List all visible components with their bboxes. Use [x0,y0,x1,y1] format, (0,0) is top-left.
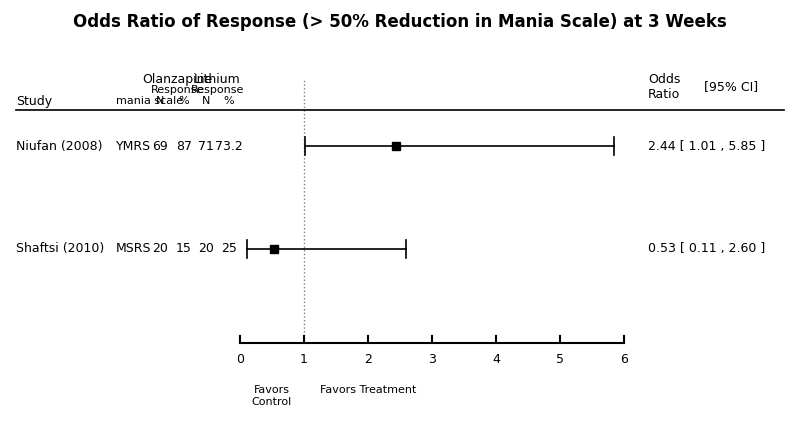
Text: [95% CI]: [95% CI] [704,80,758,93]
Text: Odds Ratio of Response (> 50% Reduction in Mania Scale) at 3 Weeks: Odds Ratio of Response (> 50% Reduction … [73,13,727,31]
Text: 4: 4 [492,352,500,366]
Text: 71: 71 [198,140,214,153]
Text: Favors
Control: Favors Control [252,385,292,407]
Text: Lithium: Lithium [194,73,241,86]
Text: Response: Response [151,85,204,95]
Text: Study: Study [16,95,52,108]
Text: Favors Treatment: Favors Treatment [320,385,416,395]
Text: 1: 1 [300,352,308,366]
Text: %: % [223,96,234,106]
Text: MSRS: MSRS [116,242,151,255]
Text: Odds
Ratio: Odds Ratio [648,73,680,101]
Text: mania scale: mania scale [116,96,183,106]
Text: 5: 5 [556,352,564,366]
Text: 15: 15 [176,242,192,255]
Text: Olanzapine: Olanzapine [142,73,213,86]
Text: Niufan (2008): Niufan (2008) [16,140,102,153]
Text: 3: 3 [428,352,436,366]
Text: 69: 69 [152,140,168,153]
Text: YMRS: YMRS [116,140,151,153]
Text: %: % [178,96,190,106]
Text: 20: 20 [152,242,168,255]
Text: N: N [202,96,210,106]
Text: 2.44 [ 1.01 , 5.85 ]: 2.44 [ 1.01 , 5.85 ] [648,140,766,153]
Text: 2: 2 [364,352,372,366]
Text: 25: 25 [221,242,237,255]
Text: 0.53 [ 0.11 , 2.60 ]: 0.53 [ 0.11 , 2.60 ] [648,242,766,255]
Text: N: N [156,96,164,106]
Text: 0: 0 [236,352,244,366]
Text: Shaftsi (2010): Shaftsi (2010) [16,242,104,255]
Text: 20: 20 [198,242,214,255]
Text: 73.2: 73.2 [215,140,242,153]
Text: Response: Response [191,85,244,95]
Text: 6: 6 [620,352,628,366]
Text: 87: 87 [176,140,192,153]
